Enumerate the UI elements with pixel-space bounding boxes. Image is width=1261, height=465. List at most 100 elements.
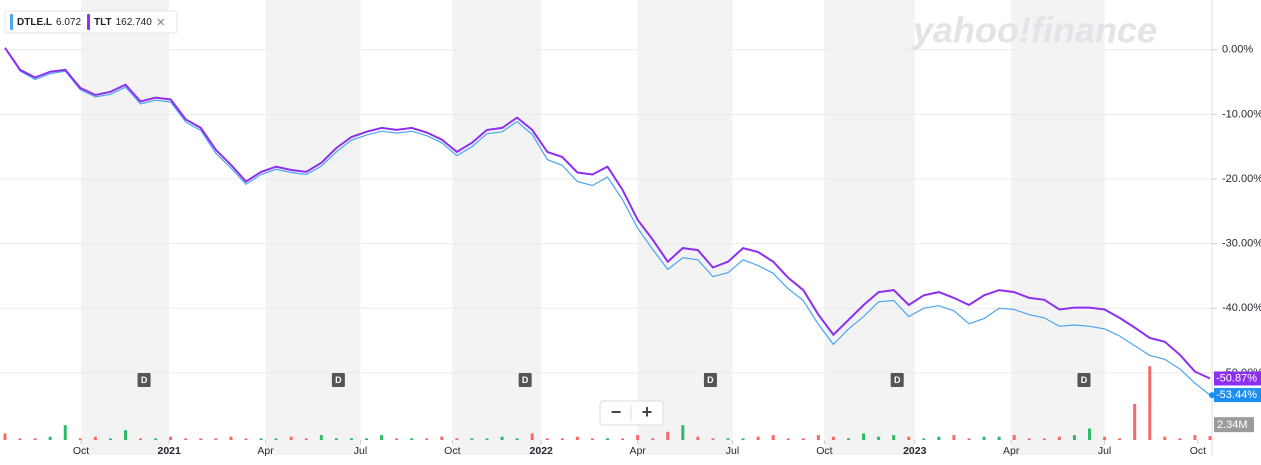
volume-bar: [560, 438, 564, 440]
volume-bar: [1133, 403, 1137, 440]
volume-bar: [877, 436, 881, 440]
x-tick-label: Jul: [1098, 445, 1111, 457]
volume-bar: [666, 431, 670, 440]
volume-bar: [1027, 438, 1031, 440]
y-tick-label: -30.00%: [1222, 238, 1261, 250]
volume-bar: [545, 438, 549, 440]
volume-bar: [1072, 435, 1076, 440]
volume-bar: [862, 433, 866, 440]
volume-bar: [78, 438, 82, 440]
y-tick-label: -10.00%: [1222, 108, 1261, 120]
volume-bar: [33, 438, 37, 440]
volume-bar: [319, 435, 323, 440]
grid: [0, 49, 1212, 374]
volume-bar: [93, 436, 97, 440]
end-label: -53.44%: [1216, 389, 1257, 401]
zoom-controls: − +: [599, 400, 664, 426]
volume-label: 2.34M: [1217, 419, 1248, 431]
volume-bar: [1178, 438, 1182, 440]
volume-bar: [922, 438, 926, 440]
y-tick-label: -40.00%: [1222, 302, 1261, 314]
volume-bar: [967, 438, 971, 440]
end-dot: [1209, 392, 1215, 399]
x-tick-label: Oct: [1190, 445, 1206, 457]
volume-bar: [696, 436, 700, 440]
volume-bar: [440, 436, 444, 440]
legend-box: [4, 10, 178, 34]
volume-bar: [289, 436, 293, 440]
legend-swatch: [10, 14, 13, 30]
volume-bar: [124, 430, 127, 440]
zoom-out[interactable]: −: [611, 402, 622, 422]
legend-value: 162.740: [116, 17, 153, 28]
volume-bar: [741, 438, 745, 440]
volume-bar: [711, 438, 715, 440]
volume-bar: [771, 435, 775, 440]
end-label-box: [1214, 388, 1261, 403]
volume-bar: [1012, 435, 1016, 440]
legend-name: DTLE.L: [17, 17, 52, 28]
y-tick-label: -20.00%: [1222, 173, 1261, 185]
event-marker: [331, 373, 345, 387]
watermark: yahoo!finance: [911, 10, 1157, 51]
volume-bar: [1103, 436, 1107, 440]
volume-bar: [1208, 436, 1212, 440]
end-label-box: [1214, 371, 1261, 386]
x-tick-label: Apr: [257, 445, 274, 457]
event-label: D: [707, 375, 714, 385]
quarter-band: [1011, 0, 1105, 455]
volume-bar: [3, 433, 7, 440]
volume-bar: [334, 438, 338, 440]
volume-bar: [636, 435, 640, 440]
event-marker: [137, 373, 151, 387]
volume-bar: [214, 438, 218, 440]
end-label: -50.87%: [1216, 372, 1257, 384]
volume-bar: [199, 438, 203, 440]
volume-bar: [726, 438, 730, 440]
volume-bar: [590, 438, 594, 440]
volume-bar: [274, 438, 278, 440]
series-line: [4, 47, 1211, 396]
legend-close[interactable]: [157, 18, 165, 26]
zoom-in[interactable]: +: [642, 402, 653, 422]
volume-bar: [1118, 438, 1122, 440]
volume-bar: [380, 435, 384, 440]
volume-bar: [847, 438, 850, 440]
volume-label-box: [1214, 417, 1254, 433]
volume-bar: [892, 435, 896, 440]
x-tick-label: 2021: [158, 445, 182, 457]
quarter-band: [81, 0, 170, 455]
event-label: D: [1081, 375, 1088, 385]
volume-bar: [349, 438, 353, 440]
volume-bar: [1163, 436, 1167, 440]
legend-name: TLT: [94, 17, 112, 28]
volume-bar: [982, 436, 986, 440]
event-label: D: [894, 375, 901, 385]
volume-bar: [139, 438, 143, 440]
volume-bar: [621, 438, 625, 440]
bands: [81, 0, 1105, 455]
volume-bar: [1042, 438, 1046, 440]
volume-bar: [1088, 428, 1091, 440]
x-tick-label: 2022: [530, 445, 554, 457]
x-tick-label: Apr: [629, 445, 646, 457]
volume-bar: [455, 438, 459, 440]
volume-bar: [425, 438, 429, 440]
x-tick-label: Apr: [1003, 445, 1020, 457]
event-label: D: [141, 375, 148, 385]
volume-bar: [575, 436, 579, 440]
volume-bar: [756, 436, 760, 440]
volume-bar: [907, 436, 911, 440]
volume-bar: [244, 438, 248, 440]
legend: DTLE.L 6.072 TLT 162.740: [4, 10, 178, 34]
event-marker: [1077, 373, 1091, 387]
volume-bar: [681, 425, 685, 440]
event-marker: [518, 373, 532, 387]
legend-swatch: [87, 14, 91, 30]
volume-bar: [500, 436, 504, 440]
volume-bar: [410, 438, 414, 440]
volume-bar: [816, 435, 820, 440]
volume-bar: [470, 438, 474, 440]
